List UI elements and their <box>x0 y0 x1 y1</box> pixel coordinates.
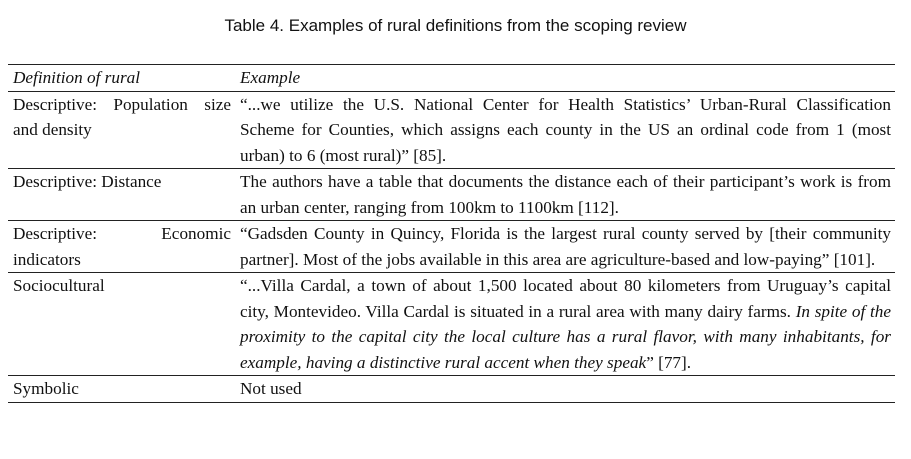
example-text: “...Villa Cardal, a town of about 1,500 … <box>240 276 891 321</box>
definition-cell: Symbolic <box>13 379 79 398</box>
definition-cell: Sociocultural <box>13 276 105 295</box>
definition-cell: Descriptive: Population size and density <box>13 94 231 140</box>
header-example: Example <box>235 64 895 92</box>
table-row: Symbolic Not used <box>8 376 895 402</box>
table-row: Sociocultural “...Villa Cardal, a town o… <box>8 273 895 376</box>
definition-cell: Descriptive: Economic indicators <box>13 224 231 269</box>
table-row: Descriptive: Population size and density… <box>8 91 895 169</box>
example-cell: “...Villa Cardal, a town of about 1,500 … <box>235 273 895 376</box>
header-definition: Definition of rural <box>8 64 235 92</box>
example-cell: “Gadsden County in Quincy, Florida is th… <box>240 224 891 269</box>
example-cell: “...we utilize the U.S. National Center … <box>240 94 891 165</box>
example-citation: ” [77]. <box>646 352 692 372</box>
table-row: Descriptive: Economic indicators “Gadsde… <box>8 221 895 273</box>
definition-cell: Descriptive: Distance <box>13 172 162 191</box>
table-header-row: Definition of rural Example <box>8 64 895 92</box>
rural-definitions-table: Definition of rural Example Descriptive:… <box>8 64 895 403</box>
example-cell: The authors have a table that documents … <box>240 172 891 217</box>
table-row: Descriptive: Distance The authors have a… <box>8 169 895 221</box>
example-cell: Not used <box>240 379 302 398</box>
table-caption: Table 4. Examples of rural definitions f… <box>224 16 687 35</box>
example-italic-text: In spite of the proximity to the capital… <box>240 301 891 372</box>
